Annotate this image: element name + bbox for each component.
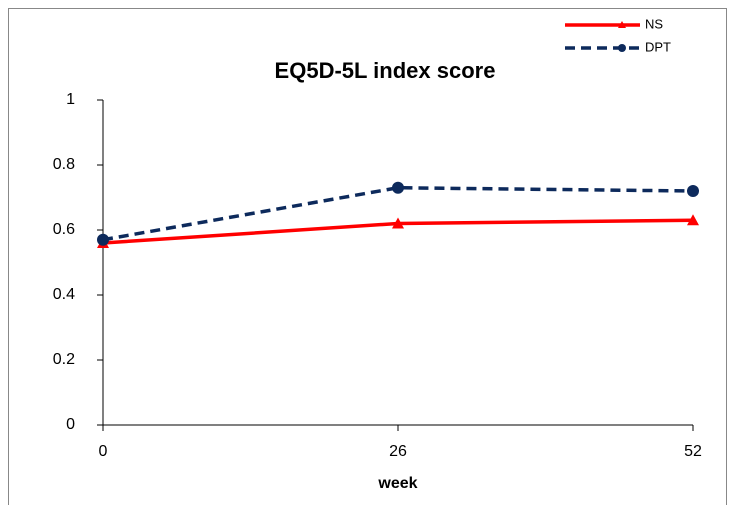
chart-title: EQ5D-5L index score bbox=[275, 58, 496, 83]
point bbox=[392, 181, 404, 194]
point bbox=[392, 217, 404, 229]
x-tick-label: 26 bbox=[389, 443, 407, 460]
x-axis-label: week bbox=[377, 475, 417, 492]
point bbox=[687, 185, 699, 197]
chart-frame bbox=[8, 8, 727, 510]
x-tick-label: 0 bbox=[99, 443, 108, 460]
y-tick-label: 0.4 bbox=[53, 286, 75, 303]
series-line bbox=[102, 185, 694, 242]
x-tick-label: 52 bbox=[684, 443, 702, 460]
legend-marker bbox=[618, 44, 626, 52]
legend-label: DPT bbox=[645, 39, 671, 54]
y-tick-label: 0.6 bbox=[53, 221, 75, 238]
point bbox=[687, 214, 699, 226]
point bbox=[97, 233, 109, 246]
legend-marker bbox=[618, 21, 626, 28]
y-tick-label: 1 bbox=[66, 91, 75, 108]
y-tick-label: 0 bbox=[66, 416, 75, 433]
y-tick-label: 0.8 bbox=[53, 156, 75, 173]
legend-label: NS bbox=[645, 16, 663, 31]
y-tick-label: 0.2 bbox=[53, 351, 75, 368]
